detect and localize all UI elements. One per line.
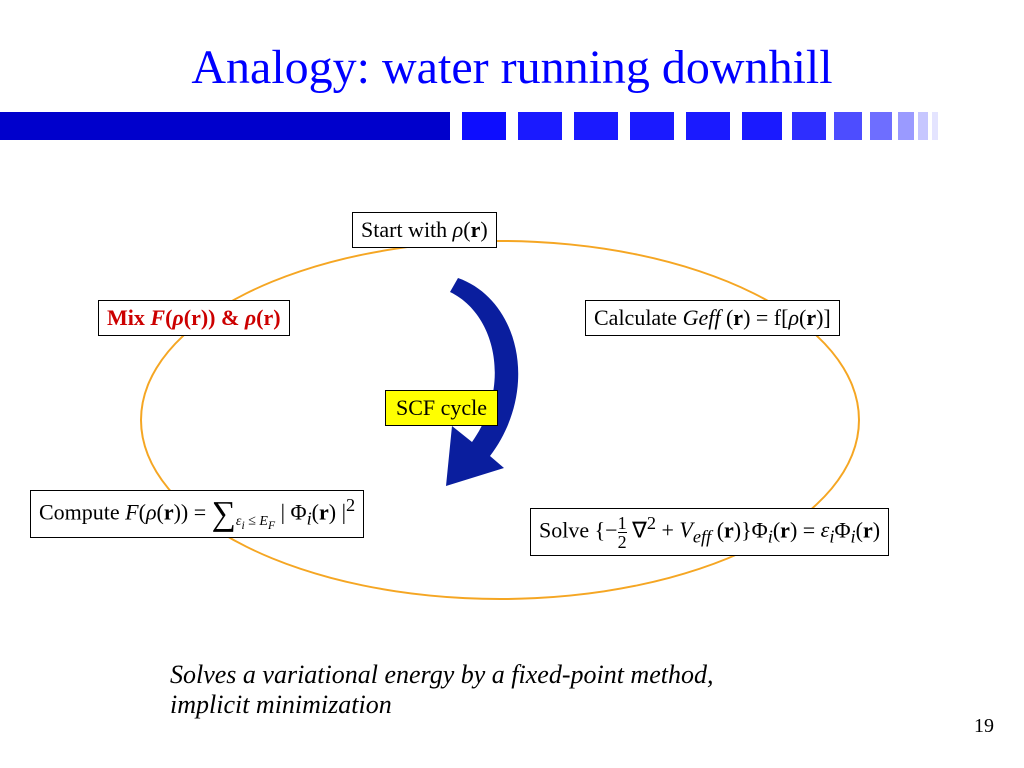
stripe-segment xyxy=(630,112,674,140)
arrow-path xyxy=(446,278,518,486)
stripe-segment xyxy=(518,112,562,140)
box-calculate: Calculate Geff (r) = f[ρ(r)] xyxy=(585,300,840,336)
slide-title: Analogy: water running downhill xyxy=(0,40,1024,95)
stripe-segment xyxy=(898,112,914,140)
page-number: 19 xyxy=(974,715,994,738)
stripe-segment xyxy=(792,112,826,140)
stripe-segment xyxy=(462,112,506,140)
stripe-segment xyxy=(574,112,618,140)
box-mix: Mix F(ρ(r)) & ρ(r) xyxy=(98,300,290,336)
stripe-segment xyxy=(932,112,938,140)
stripe-segment xyxy=(742,112,782,140)
box-solve: Solve {−12 ∇2 + Veff (r)}Φi(r) = εiΦi(r) xyxy=(530,508,889,556)
box-start: Start with ρ(r) xyxy=(352,212,497,248)
stripe-segment xyxy=(834,112,862,140)
caption-line: Solves a variational energy by a fixed-p… xyxy=(170,660,713,690)
caption-line: implicit minimization xyxy=(170,690,713,720)
stripe-segment xyxy=(918,112,928,140)
cycle-arrow-icon xyxy=(410,270,550,500)
stripe-segment xyxy=(686,112,730,140)
scf-cycle-label: SCF cycle xyxy=(385,390,498,426)
stripe-segment xyxy=(0,112,450,140)
box-compute: Compute F(ρ(r)) = ∑εi ≤ EF | Φi(r) |2 xyxy=(30,490,364,538)
stripe-segment xyxy=(870,112,892,140)
caption: Solves a variational energy by a fixed-p… xyxy=(170,660,713,720)
slide: Analogy: water running downhill Start wi… xyxy=(0,0,1024,768)
